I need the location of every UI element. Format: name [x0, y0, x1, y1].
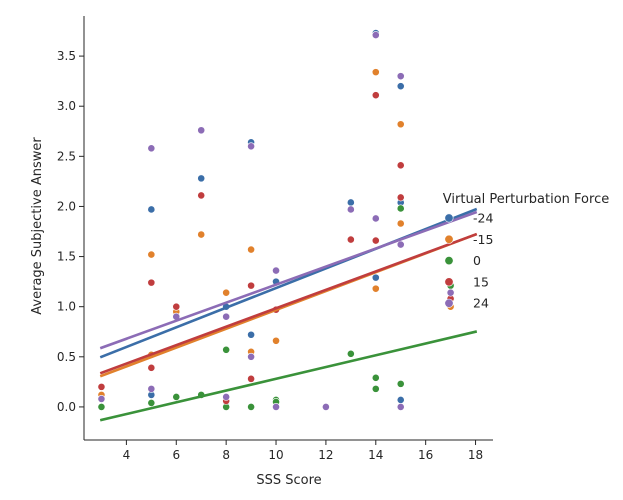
x-tick-label: 8 [222, 448, 230, 462]
data-point-series-3 [97, 382, 106, 391]
legend-marker-series-0 [444, 213, 454, 223]
data-point-series-1 [247, 245, 255, 254]
data-point-series-2 [222, 345, 231, 354]
data-point-series-3 [371, 91, 380, 100]
data-point-series-3 [346, 235, 355, 244]
data-point-series-4 [371, 214, 380, 223]
data-point-series-4 [371, 31, 380, 39]
data-point-series-4 [396, 72, 405, 81]
data-point-series-2 [147, 399, 156, 407]
x-tick-label: 4 [123, 448, 131, 462]
data-point-series-2 [371, 384, 380, 393]
y-tick-label: 0.0 [57, 400, 76, 414]
data-point-series-3 [147, 363, 156, 372]
legend-marker-series-2 [444, 256, 454, 266]
legend-marker-series-4 [444, 298, 454, 308]
legend-label-series-3: 15 [473, 274, 489, 289]
data-point-series-0 [371, 273, 380, 282]
data-point-series-1 [222, 288, 231, 297]
y-tick-label: 2.0 [57, 199, 76, 213]
regression-line-series-2 [99, 330, 478, 422]
data-point-series-2 [247, 403, 255, 411]
data-point-series-3 [147, 278, 156, 287]
data-point-series-4 [272, 403, 280, 411]
x-tick-label: 6 [172, 448, 180, 462]
data-point-series-4 [247, 352, 255, 361]
y-tick-label: 0.5 [57, 350, 76, 364]
data-point-series-2 [346, 349, 355, 358]
data-point-series-4 [322, 403, 330, 411]
y-tick-label: 3.0 [57, 99, 76, 113]
legend-label-series-1: -15 [473, 232, 493, 247]
data-point-series-1 [371, 284, 380, 293]
data-point-series-1 [272, 336, 280, 345]
data-point-series-0 [346, 198, 355, 207]
regression-line-series-4 [99, 210, 478, 350]
data-point-series-4 [446, 288, 455, 297]
data-point-series-0 [396, 82, 405, 91]
data-point-series-3 [247, 281, 255, 290]
data-point-series-4 [222, 312, 231, 321]
data-point-series-0 [147, 205, 156, 214]
y-tick-label: 1.5 [57, 250, 76, 264]
y-axis-label: Average Subjective Answer [30, 137, 45, 315]
data-point-series-2 [97, 403, 106, 411]
legend-marker-series-3 [444, 277, 454, 287]
y-tick-label: 1.0 [57, 300, 76, 314]
data-point-series-4 [396, 403, 405, 411]
data-point-series-3 [371, 236, 380, 245]
x-tick-label: 12 [318, 448, 333, 462]
x-tick-label: 10 [268, 448, 283, 462]
legend: Virtual Perturbation Force -24 -15 0 15 24 [443, 192, 609, 311]
legend-label-series-2: 0 [473, 253, 481, 268]
legend-label-series-4: 24 [473, 296, 489, 311]
data-point-series-1 [147, 250, 156, 259]
data-point-series-4 [272, 266, 280, 275]
legend-title: Virtual Perturbation Force [443, 192, 609, 207]
x-tick-label: 16 [418, 448, 433, 462]
data-point-series-2 [172, 392, 181, 401]
y-tick-label: 2.5 [57, 149, 76, 163]
data-point-series-3 [172, 302, 181, 311]
x-tick-label: 14 [368, 448, 383, 462]
x-axis-label: SSS Score [256, 473, 321, 488]
data-point-series-4 [222, 392, 231, 401]
data-point-series-0 [197, 174, 206, 183]
data-point-series-1 [197, 230, 206, 239]
legend-marker-series-1 [444, 234, 454, 244]
data-point-series-2 [371, 373, 380, 382]
data-point-series-1 [396, 219, 405, 228]
data-point-series-4 [197, 126, 206, 135]
data-point-series-3 [396, 161, 405, 170]
data-point-series-4 [396, 240, 405, 249]
data-point-series-4 [147, 144, 156, 153]
data-point-series-3 [396, 193, 405, 202]
data-point-series-2 [396, 379, 405, 388]
data-point-series-3 [197, 191, 206, 200]
data-point-series-1 [371, 68, 380, 77]
data-point-series-2 [396, 204, 405, 213]
x-tick-label: 18 [468, 448, 483, 462]
axes: 4 6 8 10 12 14 16 18 0.0 0.5 1.0 1.5 2.0 2.5 3.0 3.5 [57, 16, 493, 462]
data-point-series-3 [247, 374, 255, 383]
data-point-series-4 [346, 205, 355, 214]
data-point-series-0 [396, 396, 405, 404]
regression-line-series-3 [99, 232, 478, 375]
plot-area [97, 29, 478, 422]
y-tick-label: 3.5 [57, 49, 76, 63]
data-point-series-4 [147, 384, 156, 393]
legend-label-series-0: -24 [473, 211, 493, 226]
data-point-series-4 [247, 142, 255, 151]
data-point-series-1 [396, 120, 405, 129]
data-point-series-4 [97, 395, 106, 403]
data-point-series-0 [247, 330, 255, 339]
